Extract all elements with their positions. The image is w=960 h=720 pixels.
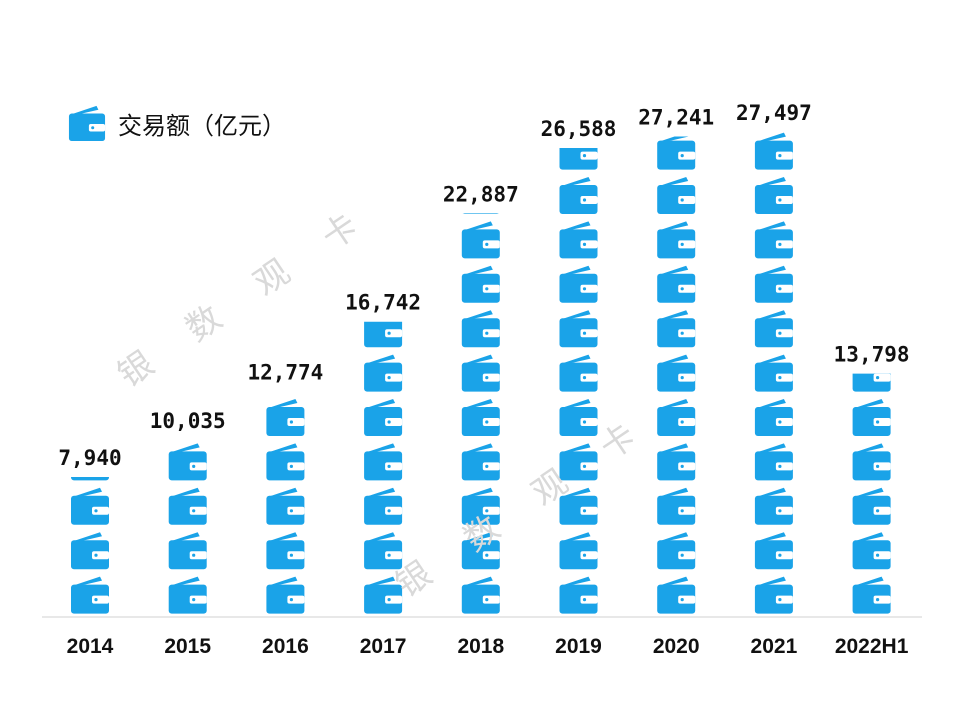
- legend: 交易额（亿元）: [68, 104, 286, 142]
- bar-2019: [559, 148, 598, 614]
- value-label: 27,241: [638, 106, 714, 130]
- x-tick-label: 2021: [751, 635, 798, 658]
- bar-2016: [266, 399, 305, 614]
- wallet-icon: [68, 104, 106, 142]
- bar-2021: [754, 132, 793, 614]
- value-label: 22,887: [443, 182, 519, 206]
- value-label: 10,035: [150, 409, 226, 433]
- value-label: 16,742: [345, 291, 421, 315]
- bar-2017: [364, 321, 403, 614]
- x-tick-label: 2020: [653, 635, 700, 658]
- x-tick-label: 2015: [164, 635, 211, 658]
- bar-2020: [657, 136, 696, 614]
- legend-label: 交易额（亿元）: [118, 111, 286, 140]
- x-tick-label: 2017: [360, 635, 407, 658]
- bar-2014: [71, 476, 109, 614]
- value-label: 7,940: [58, 446, 121, 470]
- x-tick-label: 2014: [67, 635, 114, 658]
- x-tick-label: 2018: [457, 635, 504, 658]
- x-tick-label: 2022H1: [835, 635, 909, 658]
- x-tick-label: 2016: [262, 635, 309, 658]
- value-label: 13,798: [834, 343, 910, 367]
- x-tick-label: 2019: [555, 635, 602, 658]
- value-label: 26,588: [541, 117, 617, 141]
- value-label: 27,497: [736, 101, 812, 125]
- value-label: 12,774: [247, 361, 323, 385]
